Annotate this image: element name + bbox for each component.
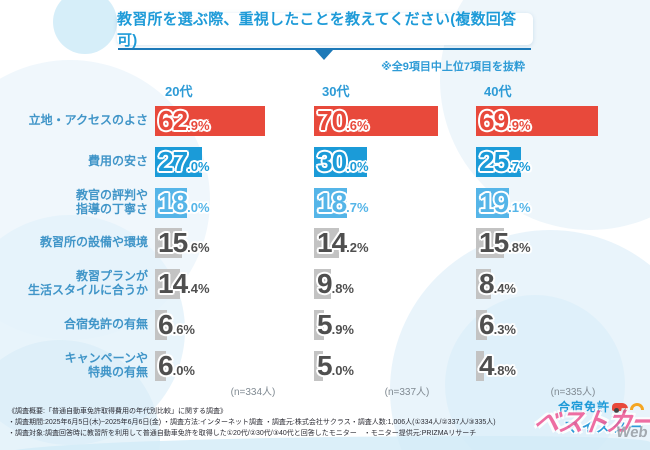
bar-row: 62.9% [155,106,315,136]
watermark-bestcar-web: ベストカー Web [531,402,650,441]
bar-value-label: 62.9% [158,105,210,136]
bar [314,228,339,259]
bars-column-20s: 62.9% 27.0% 18.0% 15.6% 14.4% 6.6% 6.0% [155,106,315,396]
bar-row: 6.3% [476,310,636,340]
bar-value-label: 19.1% [479,186,531,218]
chart-note: ※全9項目中上位7項目を抜粋 [381,61,525,73]
bar [155,310,167,340]
bar [314,269,332,300]
category-label: キャンペーンや 特典の有無 [64,351,148,379]
bar-value-label: 9.8% [317,268,354,300]
bar [155,350,166,381]
bar-row: 19.1% [476,186,636,218]
bar-value-label: 14.4% [158,268,210,300]
bar [155,228,183,259]
survey-footnote-line2: ・調査期間:2025年6月5日(木)~2025年6月6日(金) ・調査方法:イン… [8,419,496,426]
bar-value-label: 18.0% [158,186,210,218]
category-label: 合宿免許の有無 [63,317,148,332]
bar [476,228,504,259]
survey-footnote-line3: ・調査対象:調査回答時に教習所を利用して普通自動車免許を取得した①20代/②30… [8,430,477,437]
bar [314,146,367,177]
bar [155,187,187,218]
category-label: 費用の安さ [87,153,148,168]
watermark-web-label: Web [615,424,649,441]
bar-value-label: 15.8% [479,227,531,259]
bar-value-label: 70.6% [317,105,369,136]
survey-footnote: 《調査概要:「普通自動車免許取得費用の年代別比較」に関する調査》 ・調査期間:2… [8,406,568,439]
bar-row: 30.0% [314,145,474,177]
bar [314,187,347,218]
brand-logo-subtext: マイスター [564,419,644,435]
bars-column-30s: 70.6% 30.0% 18.7% 14.2% 9.8% 5.9% 5.0% [314,106,474,396]
brand-logo-text: 合宿免許 [557,400,610,414]
category-labels-column: 立地・アクセスのよさ費用の安さ教官の評判や 指導の丁寧さ教習所の設備や環境教習プ… [0,106,148,396]
bar-value-label: 27.0% [158,145,210,177]
bar [155,106,266,136]
bar-row: 25.7% [476,145,636,177]
bar-row: 14.2% [314,227,474,259]
category-label: 教習プランが 生活スタイルに合うか [27,269,148,298]
bar-value-label: 4.8% [479,349,516,381]
bar-row: 18.0% [155,186,315,218]
bars-column-40s: 69.9% 25.7% 19.1% 15.8% 8.4% 6.3% 4.8% [476,106,636,396]
bar [314,106,438,136]
bar-row: 69.9% [476,106,636,136]
category-label: 教官の評判や 指導の丁寧さ [75,187,148,216]
bar-row: 8.4% [476,268,636,300]
bar-value-label: 6.6% [158,309,195,340]
bar [314,310,325,340]
bar-row: 70.6% [314,106,474,136]
bar-row: 4.8% [476,349,636,381]
bar-value-label: 30.0% [317,145,369,177]
bar-value-label: 15.6% [158,227,210,259]
bar-row: 6.0% [155,349,315,381]
bar-value-label: 5.0% [317,349,354,381]
rainbow-icon [630,403,644,410]
chart-title: 教習所を選ぶ際、重視したことを教えてください(複数回答可) [117,11,533,49]
bar-value-label: 18.7% [317,186,369,218]
sample-size-20s: (n=334人) [230,387,276,398]
bar [155,146,203,177]
bar-value-label: 8.4% [479,268,516,300]
bar [476,310,488,340]
column-header-30s: 30代 [322,84,350,99]
bar-row: 9.8% [314,268,474,300]
survey-footnote-line1: 《調査概要:「普通自動車免許取得費用の年代別比較」に関する調査》 [8,408,227,415]
bar-value-label: 69.9% [479,105,531,136]
category-label: 立地・アクセスのよさ [28,113,148,128]
bar [476,106,599,136]
bar [476,187,510,218]
bar-row: 6.6% [155,310,315,340]
bar [314,350,323,381]
bar-value-label: 14.2% [317,227,369,259]
bar-row: 18.7% [314,186,474,218]
bar-row: 5.0% [314,349,474,381]
bar [155,269,181,300]
sample-size-40s: (n=335人) [550,387,596,398]
bar-row: 27.0% [155,145,315,177]
bar-row: 15.6% [155,227,315,259]
bar-value-label: 25.7% [479,145,531,177]
bar [476,350,485,381]
title-underline [118,48,531,50]
bar-row: 14.4% [155,268,315,300]
bar-value-label: 5.9% [317,309,354,340]
bar-row: 5.9% [314,310,474,340]
bar-value-label: 6.3% [479,309,516,340]
bg-bubble [53,0,117,54]
down-arrow-icon [315,50,333,60]
bar-row: 15.8% [476,227,636,259]
bar-value-label: 6.0% [158,349,195,381]
column-header-40s: 40代 [484,84,512,99]
brand-logo: 合宿免許 マイスター [558,398,644,437]
bar [476,269,491,300]
sample-size-30s: (n=337人) [384,387,430,398]
bg-bubble [445,295,625,450]
column-header-20s: 20代 [165,84,193,99]
category-label: 教習所の設備や環境 [39,235,148,250]
bar [476,146,521,177]
car-icon [612,402,628,413]
